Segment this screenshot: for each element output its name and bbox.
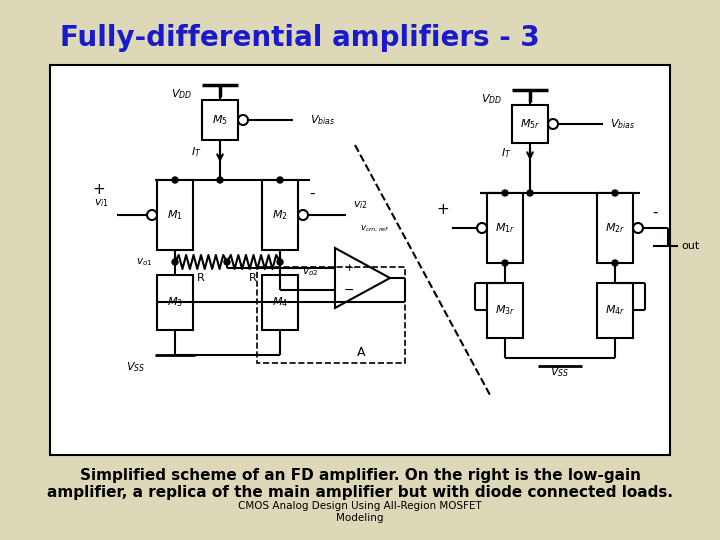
Bar: [50, 65, 670, 455]
Text: $M_{4r}$: $M_{4r}$: [605, 303, 625, 317]
Text: −: −: [343, 284, 354, 296]
Circle shape: [527, 190, 533, 196]
Circle shape: [612, 260, 618, 266]
Circle shape: [502, 260, 508, 266]
Text: -: -: [310, 186, 315, 200]
Text: $M_{5r}$: $M_{5r}$: [520, 117, 540, 131]
Text: $V_{bias}$: $V_{bias}$: [610, 117, 635, 131]
Text: $M_3$: $M_3$: [167, 295, 183, 309]
Text: $v_{cm,ref}$: $v_{cm,ref}$: [360, 224, 390, 234]
Bar: [487, 283, 523, 338]
Bar: [262, 275, 298, 330]
Text: $M_{2r}$: $M_{2r}$: [605, 221, 625, 235]
Text: -: -: [652, 205, 658, 219]
Text: $v_{o2}$: $v_{o2}$: [302, 266, 318, 278]
Circle shape: [612, 190, 618, 196]
Text: $M_{3r}$: $M_{3r}$: [495, 303, 515, 317]
Text: $M_2$: $M_2$: [272, 208, 288, 222]
Text: $V_{SS}$: $V_{SS}$: [126, 360, 145, 374]
Text: Fully-differential amplifiers - 3: Fully-differential amplifiers - 3: [60, 24, 540, 52]
Text: $I_T$: $I_T$: [502, 146, 512, 160]
Text: $M_4$: $M_4$: [272, 295, 288, 309]
Text: $V_{DD}$: $V_{DD}$: [481, 92, 502, 106]
Bar: [487, 193, 523, 263]
Text: $M_5$: $M_5$: [212, 113, 228, 127]
Circle shape: [277, 177, 283, 183]
Bar: [597, 283, 633, 338]
Circle shape: [277, 259, 283, 265]
Bar: [157, 180, 193, 250]
Text: $M_{1r}$: $M_{1r}$: [495, 221, 515, 235]
Circle shape: [217, 177, 223, 183]
Text: +: +: [344, 263, 354, 273]
Circle shape: [172, 259, 178, 265]
Text: $V_{DD}$: $V_{DD}$: [171, 87, 192, 101]
Text: $I_T$: $I_T$: [192, 145, 202, 159]
Text: CMOS Analog Design Using All-Region MOSFET
Modeling: CMOS Analog Design Using All-Region MOSF…: [238, 501, 482, 523]
Text: +: +: [436, 202, 449, 218]
Circle shape: [502, 190, 508, 196]
Text: +: +: [92, 181, 105, 197]
Text: $v_{i2}$: $v_{i2}$: [353, 199, 368, 211]
Text: $v_{i1}$: $v_{i1}$: [94, 197, 109, 209]
Text: $M_1$: $M_1$: [167, 208, 183, 222]
Text: Simplified scheme of an FD amplifier. On the right is the low-gain
amplifier, a : Simplified scheme of an FD amplifier. On…: [47, 468, 673, 501]
Text: $V_{SS}$: $V_{SS}$: [550, 365, 570, 379]
Text: $V_{bias}$: $V_{bias}$: [310, 113, 336, 127]
Bar: [257, 267, 405, 363]
Bar: [512, 105, 548, 143]
Text: R: R: [197, 273, 205, 283]
Bar: [157, 275, 193, 330]
Circle shape: [172, 177, 178, 183]
Text: A: A: [356, 347, 365, 360]
Text: R: R: [249, 273, 257, 283]
Text: $v_{o1}$: $v_{o1}$: [136, 256, 153, 268]
Bar: [597, 193, 633, 263]
Bar: [262, 180, 298, 250]
Text: out: out: [681, 241, 699, 251]
Bar: [202, 100, 238, 140]
Circle shape: [224, 259, 230, 265]
